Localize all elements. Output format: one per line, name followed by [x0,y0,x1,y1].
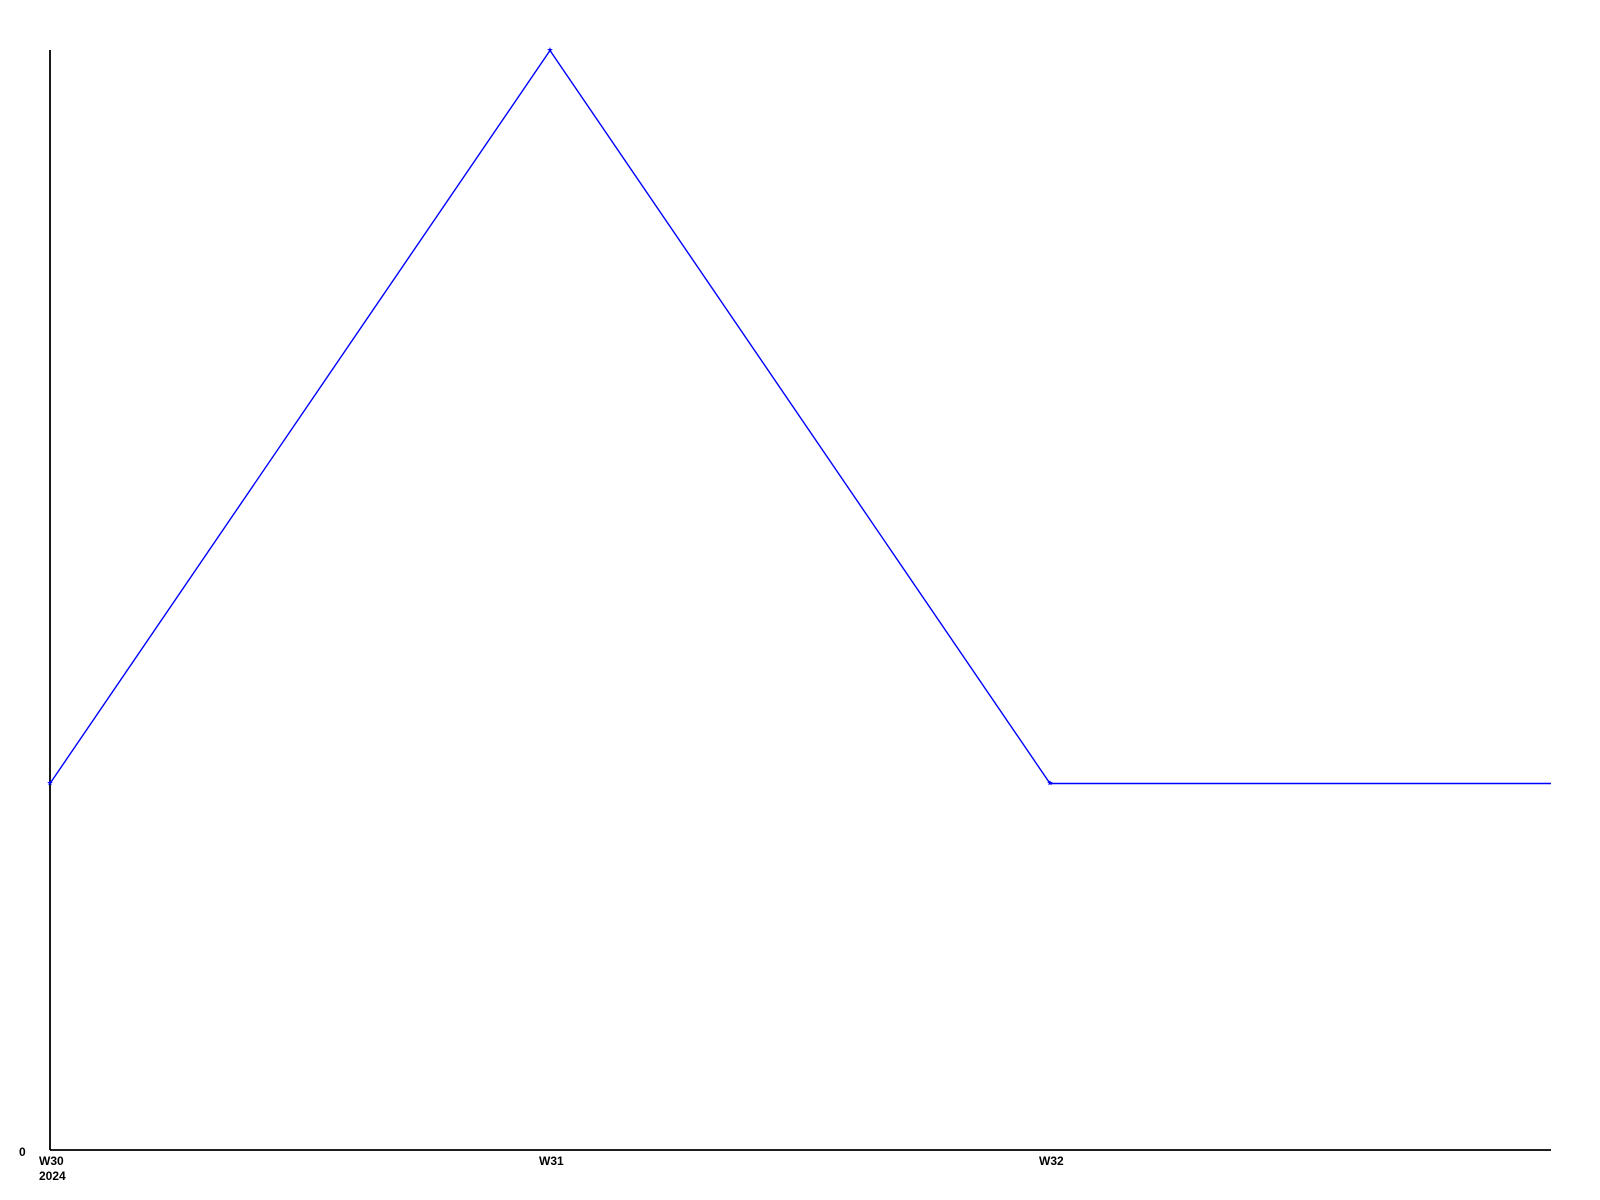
svg-text:W31: W31 [539,1154,564,1168]
svg-text:W30: W30 [39,1154,64,1168]
svg-text:W32: W32 [1039,1154,1064,1168]
svg-text:2024: 2024 [39,1169,66,1183]
svg-text:0: 0 [19,1145,26,1159]
